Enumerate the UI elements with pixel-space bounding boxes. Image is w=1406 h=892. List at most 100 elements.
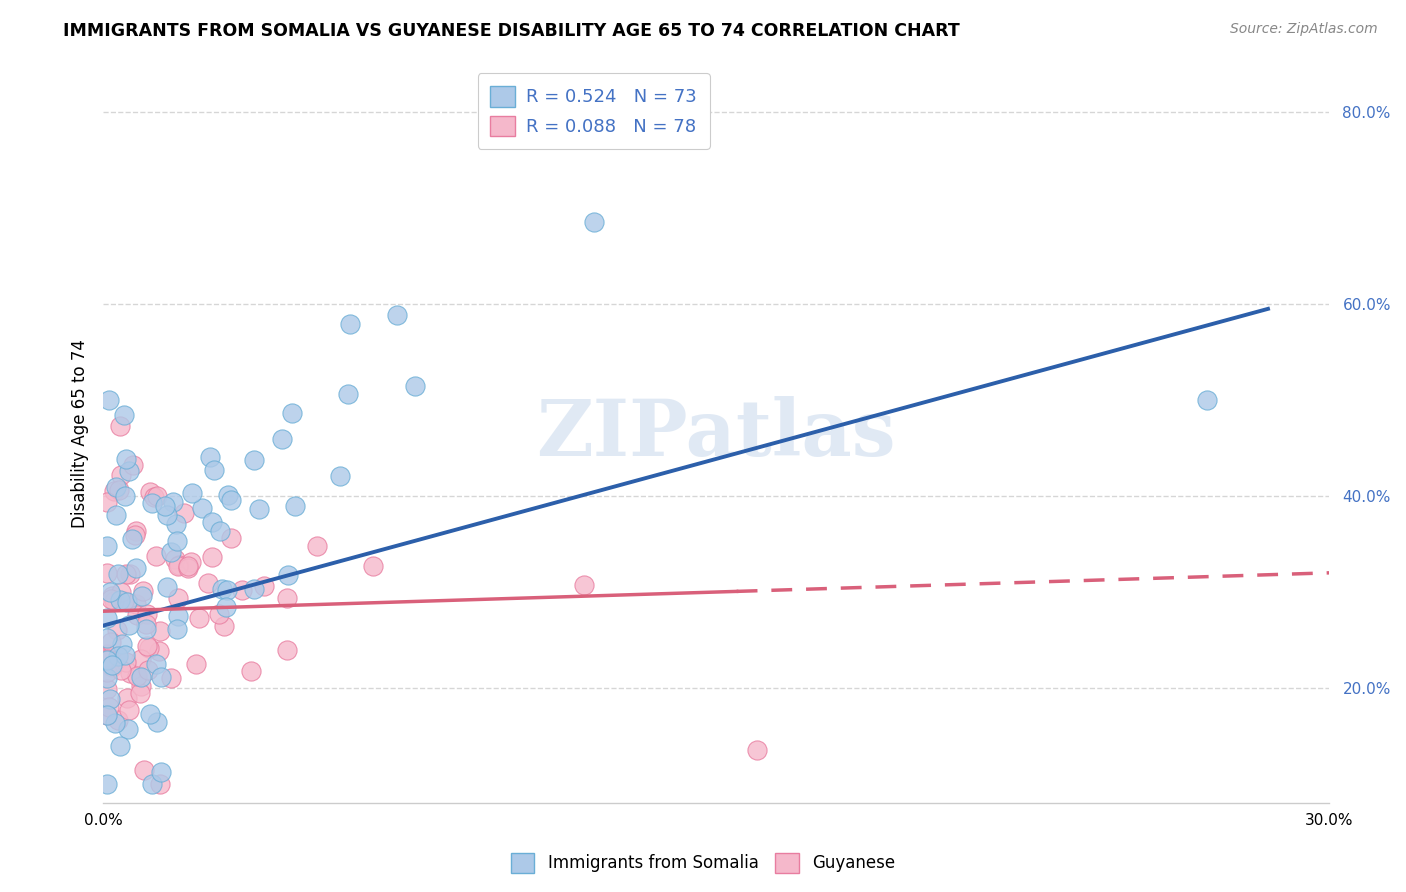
Point: [145, 657, 167, 671]
Point: [108, 739, 131, 753]
Point: [166, 533, 188, 548]
Point: [107, 649, 129, 664]
Point: [242, 582, 264, 597]
Point: [173, 506, 195, 520]
Point: [112, 408, 135, 422]
Point: [215, 582, 238, 597]
Point: [305, 539, 328, 553]
Point: [108, 419, 131, 434]
Point: [118, 566, 141, 581]
Y-axis label: Disability Age 65 to 74: Disability Age 65 to 74: [72, 339, 89, 528]
Point: [276, 591, 298, 605]
Point: [115, 451, 138, 466]
Point: [139, 707, 162, 722]
Point: [135, 622, 157, 636]
Point: [127, 608, 149, 623]
Text: ZIPatlas: ZIPatlas: [537, 396, 896, 472]
Point: [129, 679, 152, 693]
Point: [247, 501, 270, 516]
Point: [167, 609, 190, 624]
Point: [149, 777, 172, 791]
Point: [100, 691, 122, 706]
Point: [96, 566, 118, 580]
Point: [211, 582, 233, 597]
Point: [107, 566, 129, 581]
Text: Source: ZipAtlas.com: Source: ZipAtlas.com: [1230, 22, 1378, 37]
Point: [110, 468, 132, 483]
Point: [98, 393, 121, 408]
Point: [112, 594, 135, 608]
Point: [103, 716, 125, 731]
Point: [121, 458, 143, 472]
Point: [125, 524, 148, 539]
Point: [177, 561, 200, 575]
Point: [745, 743, 768, 757]
Point: [239, 665, 262, 679]
Point: [253, 579, 276, 593]
Point: [131, 589, 153, 603]
Point: [146, 489, 169, 503]
Point: [138, 663, 160, 677]
Point: [138, 641, 160, 656]
Point: [162, 495, 184, 509]
Point: [96, 777, 118, 791]
Point: [103, 483, 125, 498]
Point: [136, 639, 159, 653]
Point: [277, 568, 299, 582]
Point: [329, 468, 352, 483]
Point: [96, 708, 118, 723]
Point: [96, 653, 118, 667]
Point: [141, 777, 163, 791]
Point: [115, 595, 138, 609]
Point: [118, 464, 141, 478]
Point: [110, 585, 132, 599]
Point: [101, 657, 124, 672]
Point: [105, 480, 128, 494]
Point: [167, 558, 190, 573]
Point: [165, 516, 187, 531]
Point: [96, 539, 118, 553]
Point: [187, 611, 209, 625]
Point: [96, 707, 118, 722]
Point: [177, 558, 200, 573]
Point: [202, 462, 225, 476]
Point: [217, 488, 239, 502]
Point: [149, 624, 172, 638]
Point: [108, 483, 131, 498]
Point: [105, 623, 128, 637]
Point: [131, 652, 153, 666]
Point: [212, 618, 235, 632]
Point: [207, 607, 229, 621]
Point: [209, 524, 232, 539]
Point: [115, 655, 138, 669]
Point: [141, 496, 163, 510]
Point: [127, 669, 149, 683]
Point: [219, 493, 242, 508]
Point: [163, 552, 186, 566]
Point: [150, 764, 173, 779]
Point: [129, 670, 152, 684]
Point: [363, 558, 385, 573]
Point: [139, 484, 162, 499]
Point: [582, 215, 605, 229]
Point: [160, 671, 183, 685]
Point: [145, 549, 167, 563]
Point: [135, 616, 157, 631]
Point: [100, 635, 122, 649]
Point: [215, 600, 238, 615]
Point: [150, 670, 173, 684]
Point: [135, 607, 157, 621]
Point: [100, 589, 122, 603]
Point: [180, 486, 202, 500]
Text: IMMIGRANTS FROM SOMALIA VS GUYANESE DISABILITY AGE 65 TO 74 CORRELATION CHART: IMMIGRANTS FROM SOMALIA VS GUYANESE DISA…: [63, 22, 960, 40]
Point: [117, 723, 139, 737]
Point: [198, 450, 221, 464]
Point: [146, 714, 169, 729]
Point: [143, 490, 166, 504]
Point: [125, 561, 148, 575]
Point: [166, 591, 188, 605]
Point: [107, 713, 129, 727]
Point: [104, 508, 127, 523]
Point: [108, 592, 131, 607]
Point: [132, 584, 155, 599]
